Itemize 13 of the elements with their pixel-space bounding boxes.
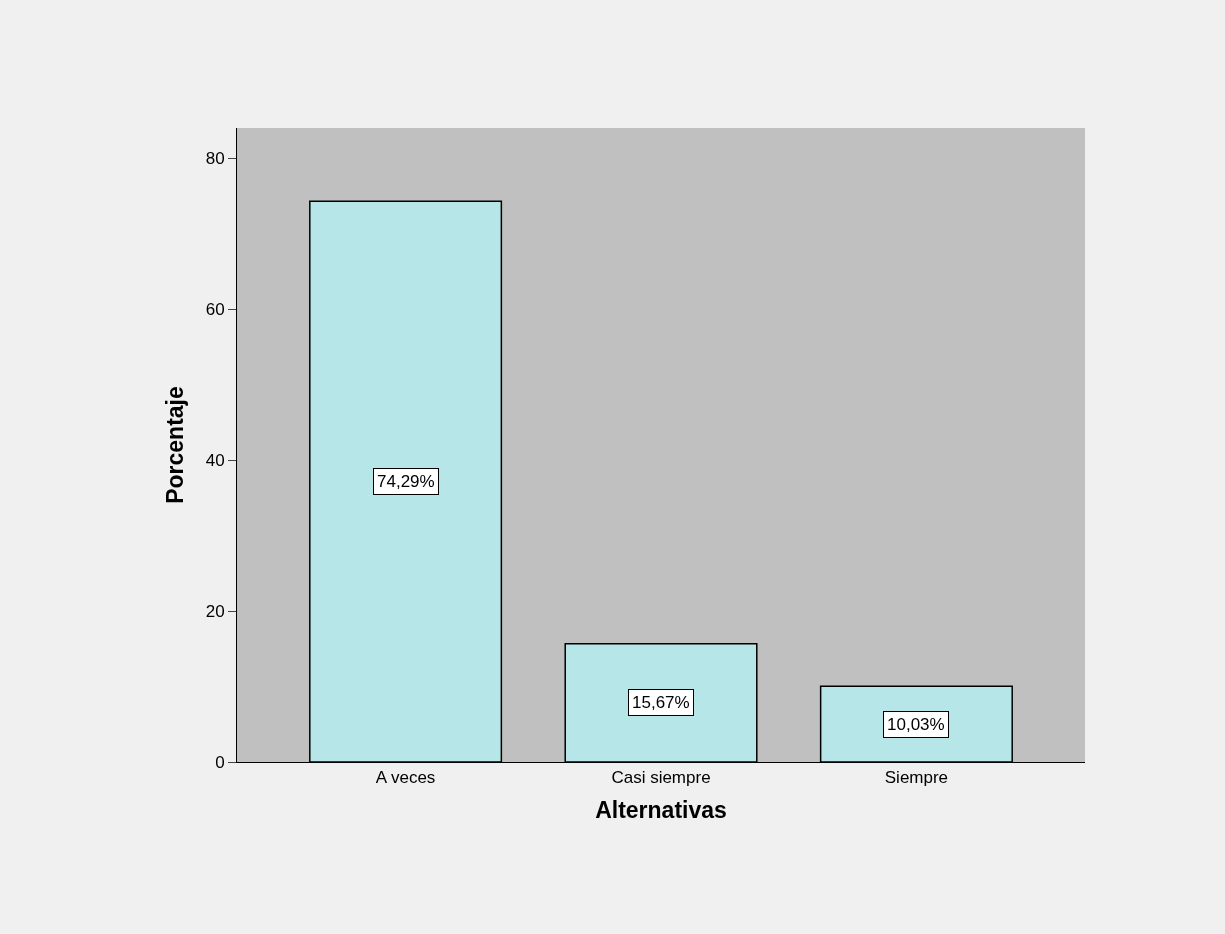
x-tick-label: A veces <box>375 768 436 788</box>
x-axis-title: Alternativas <box>595 797 727 823</box>
y-tick-label: 0 <box>215 752 225 772</box>
data-label: 10,03% <box>887 715 945 734</box>
data-label: 74,29% <box>377 472 435 491</box>
data-label: 15,67% <box>632 693 690 712</box>
y-tick-label: 40 <box>205 451 225 471</box>
x-tick-label: Siempre <box>884 768 949 788</box>
y-tick-label: 20 <box>205 602 225 621</box>
x-tick-label: Casi siempre <box>611 768 711 788</box>
y-tick-label: 80 <box>205 149 225 169</box>
y-tick-label: 60 <box>205 300 225 320</box>
y-axis-title: Porcentaje <box>162 386 189 504</box>
